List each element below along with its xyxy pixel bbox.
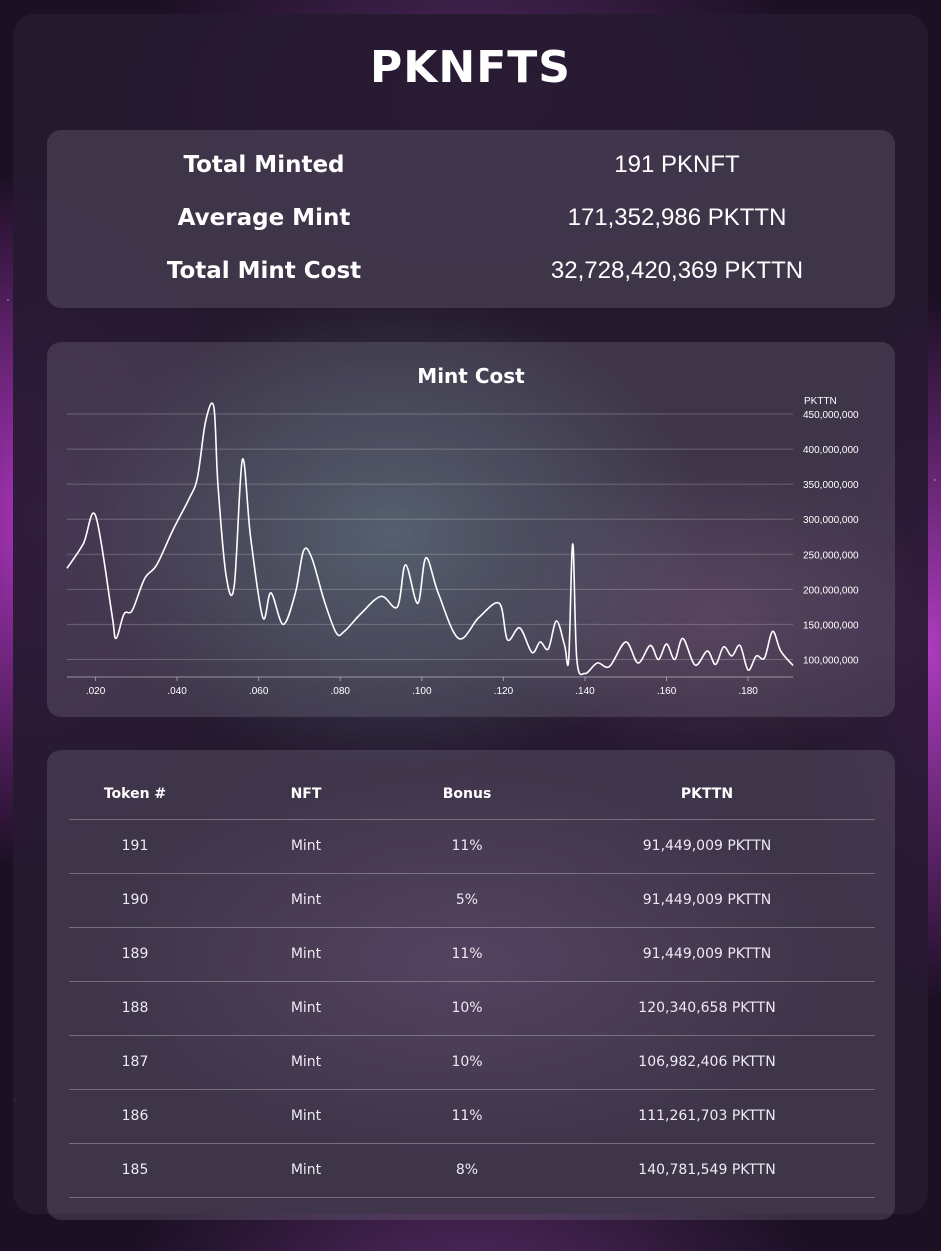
x-tick-label: .180 xyxy=(738,686,758,697)
table-row: 185 Mint 8% 140,781,549 PKTTN xyxy=(69,1143,875,1197)
x-tick-label: .140 xyxy=(575,686,595,697)
table-row: 187 Mint 10% 106,982,406 PKTTN xyxy=(69,1035,875,1089)
bonus-cell: 11% xyxy=(451,946,483,962)
row-divider xyxy=(69,819,875,820)
pkttn-cell: 140,781,549 PKTTN xyxy=(638,1162,776,1178)
y-tick-label: 250,000,000 xyxy=(803,550,859,561)
bonus-cell: 11% xyxy=(451,838,483,854)
table-row: 186 Mint 11% 111,261,703 PKTTN xyxy=(69,1089,875,1143)
x-tick-label: .100 xyxy=(412,686,432,697)
nft-cell: Mint xyxy=(290,1000,322,1016)
stat-value: 32,728,420,369 PKTTN xyxy=(550,257,804,284)
mint-cost-chart: 450,000,000 400,000,000 350,000,000 300,000… xyxy=(66,396,859,697)
nft-cell: Mint xyxy=(290,892,322,908)
row-divider xyxy=(69,873,875,874)
x-tick-label: .020 xyxy=(86,686,106,697)
table-row: 189 Mint 11% 91,449,009 PKTTN xyxy=(69,927,875,981)
row-divider xyxy=(69,927,875,928)
token-cell: 190 xyxy=(121,892,149,908)
nft-cell: Mint xyxy=(290,946,322,962)
pkttn-cell: 91,449,009 PKTTN xyxy=(642,946,772,962)
row-divider xyxy=(69,981,875,982)
chart-title: Mint Cost xyxy=(417,364,525,388)
bonus-cell: 8% xyxy=(455,1162,479,1178)
pkttn-cell: 120,340,658 PKTTN xyxy=(638,1000,776,1016)
bonus-cell: 10% xyxy=(451,1000,483,1016)
table-row-divider-end xyxy=(69,1197,875,1251)
nft-cell: Mint xyxy=(290,1108,322,1124)
mint-cost-chart-card: Mint Cost 450,000,000 400,000,000 350,000,… xyxy=(47,342,895,717)
row-divider xyxy=(69,1089,875,1090)
pkttn-cell: 106,982,406 PKTTN xyxy=(638,1054,776,1070)
table-row: 190 Mint 5% 91,449,009 PKTTN xyxy=(69,873,875,927)
y-tick-label: 400,000,000 xyxy=(803,445,859,456)
token-cell: 188 xyxy=(121,1000,149,1016)
column-header-nft: NFT xyxy=(290,786,322,802)
stat-label: Total Minted xyxy=(183,152,345,178)
table-row: 191 Mint 11% 91,449,009 PKTTN xyxy=(69,819,875,873)
mint-table-card: Token # NFT Bonus PKTTN 191 Mint 11% 91,… xyxy=(47,750,895,1220)
y-tick-label: 150,000,000 xyxy=(803,620,859,631)
column-header-pkttn: PKTTN xyxy=(680,786,734,802)
y-tick-label: 300,000,000 xyxy=(803,515,859,526)
token-cell: 186 xyxy=(121,1108,149,1124)
bonus-cell: 10% xyxy=(451,1054,483,1070)
stat-value: 171,352,986 PKTTN xyxy=(567,204,787,231)
token-cell: 185 xyxy=(121,1162,149,1178)
stat-label: Average Mint xyxy=(177,205,351,231)
stats-card: Total Minted 191 PKNFT Average Mint 171,… xyxy=(47,130,895,308)
pkttn-cell: 91,449,009 PKTTN xyxy=(642,892,772,908)
column-header-bonus: Bonus xyxy=(442,786,492,802)
y-tick-label: 350,000,000 xyxy=(803,480,859,491)
bonus-cell: 11% xyxy=(451,1108,483,1124)
stat-value: 191 PKNFT xyxy=(614,151,740,178)
mint-cost-series-line xyxy=(66,402,794,676)
main-panel xyxy=(13,14,928,1214)
nft-cell: Mint xyxy=(290,1054,322,1070)
stat-row-total-minted: Total Minted 191 PKNFT xyxy=(47,145,895,185)
token-cell: 189 xyxy=(121,946,149,962)
token-cell: 191 xyxy=(121,838,149,854)
row-divider xyxy=(69,1197,875,1198)
row-divider xyxy=(69,1143,875,1144)
x-tick-label: .160 xyxy=(657,686,677,697)
pkttn-cell: 91,449,009 PKTTN xyxy=(642,838,772,854)
y-tick-label: 100,000,000 xyxy=(803,655,859,666)
pkttn-cell: 111,261,703 PKTTN xyxy=(638,1108,776,1124)
x-tick-label: .040 xyxy=(167,686,187,697)
y-tick-label: 200,000,000 xyxy=(803,585,859,596)
column-header-token: Token # xyxy=(103,786,167,802)
bonus-cell: 5% xyxy=(455,892,479,908)
nft-cell: Mint xyxy=(290,838,322,854)
y-tick-label: 450,000,000 xyxy=(803,410,859,421)
token-cell: 187 xyxy=(121,1054,149,1070)
x-tick-label: .060 xyxy=(249,686,269,697)
x-tick-label: .080 xyxy=(331,686,351,697)
stat-row-total-mint-cost: Total Mint Cost 32,728,420,369 PKTTN xyxy=(47,251,895,291)
x-tick-label: .120 xyxy=(494,686,514,697)
row-divider xyxy=(69,1035,875,1036)
table-row: 188 Mint 10% 120,340,658 PKTTN xyxy=(69,981,875,1035)
page-title: PKNFTS xyxy=(370,42,571,93)
y-axis-label: PKTTN xyxy=(804,396,837,407)
nft-cell: Mint xyxy=(290,1162,322,1178)
stat-label: Total Mint Cost xyxy=(166,258,362,284)
stat-row-average-mint: Average Mint 171,352,986 PKTTN xyxy=(47,198,895,238)
